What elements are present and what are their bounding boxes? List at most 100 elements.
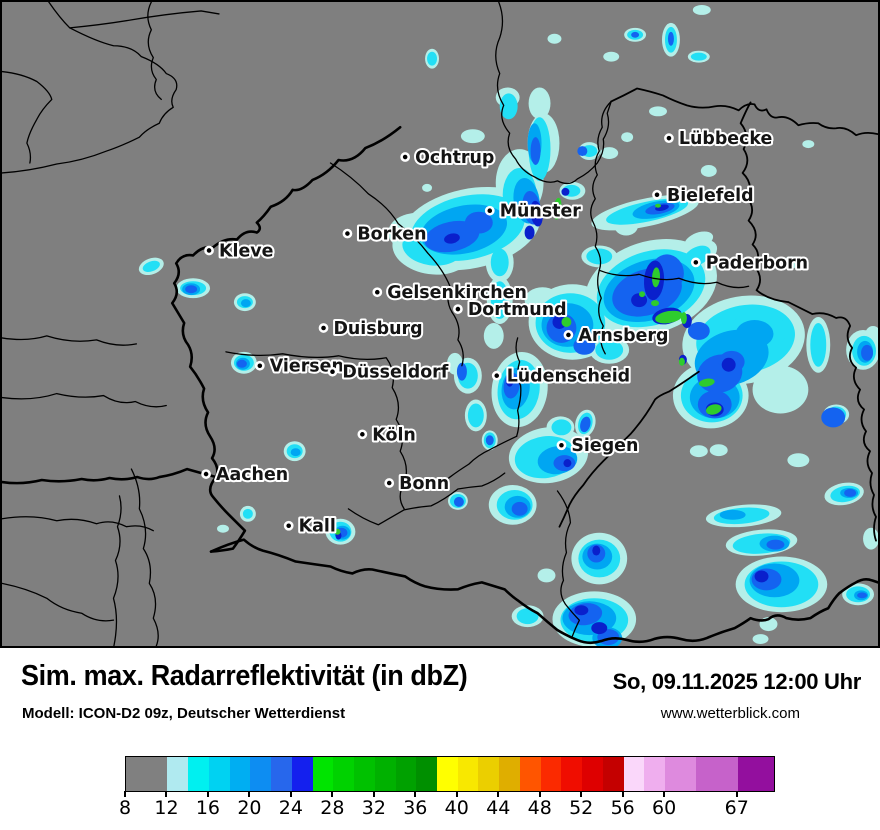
radar-echo-cyan [467, 403, 484, 428]
city-label-münster: Münster [500, 202, 582, 222]
radar-echo-green [678, 357, 685, 366]
radar-echo-cyan [683, 245, 711, 268]
city-marker-münster [484, 205, 495, 216]
radar-echo-pale [537, 568, 556, 583]
border-line-thin [495, 2, 612, 185]
radar-echo-blue [530, 137, 541, 165]
legend-ticklabel-40: 40 [444, 797, 469, 819]
radar-echo-blue [511, 501, 528, 516]
legend-segment-34 [395, 757, 417, 791]
radar-echo-blue [861, 344, 874, 361]
legend-segment-50 [561, 757, 583, 791]
legend-segment-26 [312, 757, 334, 791]
city-marker-arnsberg [563, 330, 574, 340]
legend-segment-58 [644, 757, 666, 791]
radar-echo-navy [444, 233, 460, 244]
legend-segment-20 [250, 757, 272, 791]
radar-echo-blue [857, 592, 868, 599]
radar-echo-green [652, 267, 661, 288]
page-title-text: Sim. max. Radarreflektivität (in dbZ) [21, 660, 468, 692]
legend-ticklabel-56: 56 [610, 797, 635, 819]
radar-echo-green [334, 528, 341, 535]
city-marker-siegen [556, 440, 567, 451]
city-marker-bielefeld [652, 189, 662, 200]
city-label-siegen: Siegen [571, 436, 638, 456]
city-label-bonn: Bonn [399, 474, 449, 494]
legend-segment-60 [665, 757, 697, 791]
legend-tickmark-56 [621, 791, 624, 797]
radar-echo-pale [600, 147, 619, 160]
legend-segment-36 [416, 757, 438, 791]
radar-echo-cyan [690, 52, 707, 61]
legend-segment-14 [188, 757, 209, 791]
radar-echo-pale [621, 132, 634, 143]
radar-echo-navy [561, 187, 570, 196]
border-line-thin [347, 472, 506, 526]
border-line-thin [515, 337, 522, 437]
radar-echo-cyan [595, 339, 624, 360]
border-line-thin [48, 2, 220, 29]
city-label-kleve: Kleve [219, 241, 273, 261]
radar-echo-blue [766, 539, 785, 550]
legend-segment-22 [271, 757, 292, 791]
radar-echo-pale [709, 444, 728, 457]
radar-echo-blue [456, 362, 467, 381]
forecast-datetime: So, 09.11.2025 12:00 Uhr [612, 669, 862, 694]
radar-echo-blue [667, 31, 674, 46]
model-info: Modell: ICON-D2 09z, Deutscher Wetterdie… [22, 705, 346, 722]
legend-ticklabel-48: 48 [527, 797, 552, 819]
legend-segment-48 [540, 757, 562, 791]
legend-segment-54 [602, 757, 624, 791]
legend-tickmark-40 [455, 791, 458, 797]
radar-echo-blue [485, 435, 494, 446]
color-scale-ticks: 8 12 16 20 24 28 32 36 40 44 48 52 56 60 67 [119, 791, 773, 825]
border-line-thin [225, 351, 408, 510]
border-line-medium [787, 301, 877, 542]
border-line-thin [112, 495, 122, 646]
city-label-ochtrup: Ochtrup [415, 148, 494, 168]
city-label-aachen: Aachen [216, 465, 288, 485]
radar-echo-pale [422, 183, 433, 192]
city-label-lübbecke: Lübbecke [679, 129, 772, 149]
radar-echo-blue [236, 359, 247, 368]
border-line-thin [2, 582, 115, 622]
legend-ticklabel-44: 44 [486, 797, 511, 819]
legend-segment-46 [519, 757, 541, 791]
radar-echo-pale [802, 140, 815, 149]
border-line-thin [437, 435, 518, 488]
radar-echo-blue [453, 496, 464, 507]
radar-echo-navy [721, 357, 736, 372]
radar-echo-cyan [490, 248, 509, 277]
radar-echo-lblue [290, 448, 301, 457]
legend-ticklabel-28: 28 [320, 797, 345, 819]
city-label-köln: Köln [372, 425, 416, 445]
legend-tickmark-8 [124, 791, 126, 797]
legend-segment-16 [208, 757, 230, 791]
city-label-paderborn: Paderborn [706, 253, 808, 273]
legend-tickmark-16 [206, 791, 209, 797]
radar-echo-blue [577, 146, 588, 157]
radar-echo-lblue [735, 320, 774, 348]
radar-echo-cyan [499, 93, 518, 120]
legend-tickmark-48 [538, 791, 541, 797]
radar-echo-green [553, 197, 562, 220]
radar-echo-navy [530, 200, 543, 227]
legend-ticklabel-32: 32 [361, 797, 386, 819]
radar-echo-navy [574, 605, 589, 616]
city-marker-aachen [201, 469, 211, 479]
city-label-gelsenkirchen: Gelsenkirchen [387, 283, 527, 303]
radar-echo-blue [185, 285, 198, 294]
legend-ticklabel-60: 60 [652, 797, 677, 819]
legend-segment-32 [374, 757, 396, 791]
city-marker-lübbecke [664, 133, 674, 144]
radar-echo-navy [563, 459, 572, 468]
legend-ticklabel-52: 52 [569, 797, 594, 819]
radar-echo-pale [217, 524, 229, 533]
radar-map: Ochtrup Lübbecke Münster Bielefeld Borken Kle… [2, 2, 878, 646]
city-marker-gelsenkirchen [372, 287, 383, 298]
legend-segment-52 [582, 757, 603, 791]
city-label-duisburg: Duisburg [333, 319, 422, 339]
border-line-thin [451, 311, 464, 367]
legend-tickmark-60 [663, 791, 666, 797]
